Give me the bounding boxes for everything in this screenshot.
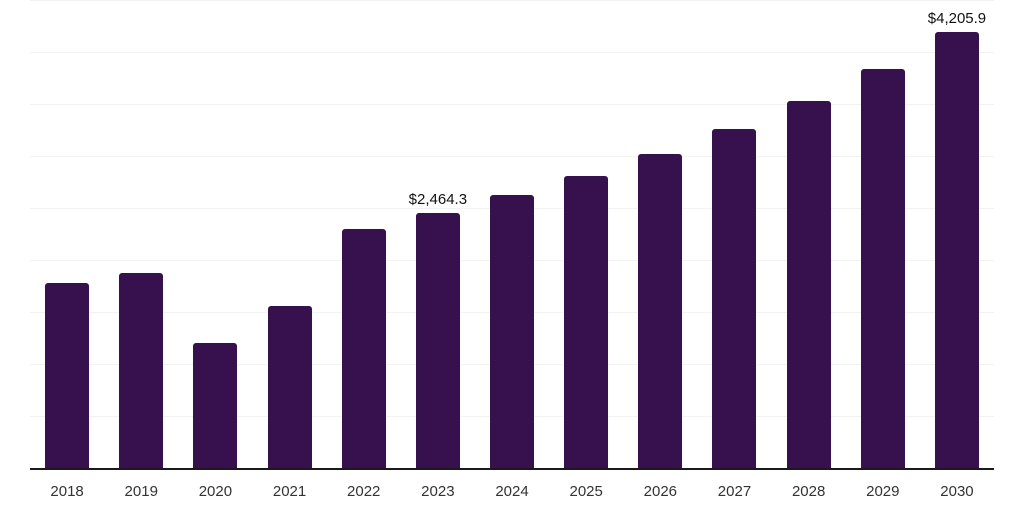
bar-2028 bbox=[786, 100, 831, 469]
x-axis-label-2021: 2021 bbox=[272, 483, 307, 500]
bar-column-2022 bbox=[327, 1, 401, 469]
gridline bbox=[30, 52, 994, 53]
x-axis-label-2028: 2028 bbox=[791, 483, 826, 500]
bar-2023 bbox=[415, 212, 460, 469]
bar-column-2027 bbox=[697, 1, 771, 469]
x-axis-label-2026: 2026 bbox=[643, 483, 678, 500]
bar-column-2023: $2,464.3 bbox=[401, 1, 475, 469]
x-axis-label-2030: 2030 bbox=[940, 483, 974, 500]
bar-2024 bbox=[490, 194, 535, 469]
gridline bbox=[30, 0, 994, 1]
plot-area: $2,464.3 $4,205.9 bbox=[30, 0, 994, 469]
x-axis-label-2029: 2029 bbox=[866, 483, 900, 500]
bars: $2,464.3 $4,205.9 bbox=[30, 1, 994, 469]
x-axis-label-2019: 2019 bbox=[124, 483, 158, 500]
bar-2030 bbox=[934, 31, 979, 469]
x-axis-label-2024: 2024 bbox=[495, 483, 529, 500]
bar-2022 bbox=[341, 228, 386, 469]
x-axis-label-2022: 2022 bbox=[347, 483, 381, 500]
gridline bbox=[30, 104, 994, 105]
bar-2029 bbox=[860, 69, 905, 469]
bar-2026 bbox=[638, 153, 683, 469]
x-axis-labels: 2018 2019 2020 2021 2022 2023 2024 2025 2026 2027… bbox=[30, 483, 994, 500]
bar-2018 bbox=[45, 282, 90, 469]
bar-column-2020 bbox=[178, 1, 252, 469]
bar-2027 bbox=[712, 128, 757, 469]
bar-column-2018 bbox=[30, 1, 104, 469]
bar-2019 bbox=[119, 272, 164, 469]
data-label-2023: $2,464.3 bbox=[408, 190, 468, 208]
bar-column-2019 bbox=[104, 1, 178, 469]
bar-column-2025 bbox=[549, 1, 623, 469]
gridline bbox=[30, 156, 994, 157]
x-axis-line bbox=[30, 468, 994, 470]
x-axis-label-2018: 2018 bbox=[50, 483, 84, 500]
x-axis-label-2023: 2023 bbox=[421, 483, 455, 500]
data-label-2030: $4,205.9 bbox=[927, 9, 987, 27]
bar-2025 bbox=[564, 176, 609, 469]
x-axis-label-2025: 2025 bbox=[569, 483, 603, 500]
bar-column-2030: $4,205.9 bbox=[920, 1, 994, 469]
x-axis-label-2027: 2027 bbox=[717, 483, 752, 500]
x-axis-label-2020: 2020 bbox=[198, 483, 233, 500]
bar-column-2029 bbox=[846, 1, 920, 469]
bar-column-2021 bbox=[252, 1, 326, 469]
bar-column-2026 bbox=[623, 1, 697, 469]
bar-2020 bbox=[193, 343, 238, 469]
bar-2021 bbox=[267, 306, 312, 469]
bar-column-2024 bbox=[475, 1, 549, 469]
bar-column-2028 bbox=[772, 1, 846, 469]
